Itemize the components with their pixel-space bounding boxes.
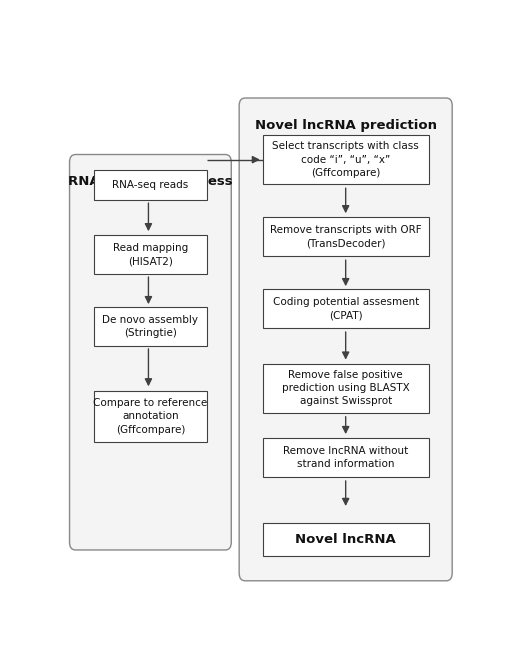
- FancyBboxPatch shape: [263, 438, 429, 477]
- FancyBboxPatch shape: [263, 523, 429, 556]
- FancyBboxPatch shape: [94, 307, 207, 346]
- Text: Compare to reference
annotation
(Gffcompare): Compare to reference annotation (Gffcomp…: [93, 398, 208, 435]
- FancyBboxPatch shape: [263, 217, 429, 256]
- Text: Remove transcripts with ORF
(TransDecoder): Remove transcripts with ORF (TransDecode…: [270, 225, 421, 248]
- Text: Remove false positive
prediction using BLASTX
against Swissprot: Remove false positive prediction using B…: [282, 370, 410, 406]
- Text: De novo assembly
(Stringtie): De novo assembly (Stringtie): [102, 315, 199, 338]
- FancyBboxPatch shape: [263, 364, 429, 413]
- Text: Select transcripts with class
code “i”, “u”, “x”
(Gffcompare): Select transcripts with class code “i”, …: [272, 141, 419, 178]
- FancyBboxPatch shape: [94, 235, 207, 274]
- Text: Novel lncRNA: Novel lncRNA: [295, 533, 396, 546]
- Text: Novel lncRNA prediction: Novel lncRNA prediction: [254, 119, 437, 131]
- Text: Remove lncRNA without
strand information: Remove lncRNA without strand information: [283, 446, 408, 469]
- FancyBboxPatch shape: [263, 135, 429, 184]
- Text: Read mapping
(HISAT2): Read mapping (HISAT2): [113, 243, 188, 266]
- FancyBboxPatch shape: [239, 98, 452, 581]
- FancyBboxPatch shape: [70, 155, 231, 550]
- Text: Coding potential assesment
(CPAT): Coding potential assesment (CPAT): [272, 297, 419, 320]
- FancyBboxPatch shape: [94, 391, 207, 442]
- FancyBboxPatch shape: [263, 289, 429, 328]
- Text: RNA-seq reads: RNA-seq reads: [112, 180, 188, 190]
- Text: RNA-seq data process: RNA-seq data process: [68, 175, 233, 188]
- FancyBboxPatch shape: [94, 171, 207, 200]
